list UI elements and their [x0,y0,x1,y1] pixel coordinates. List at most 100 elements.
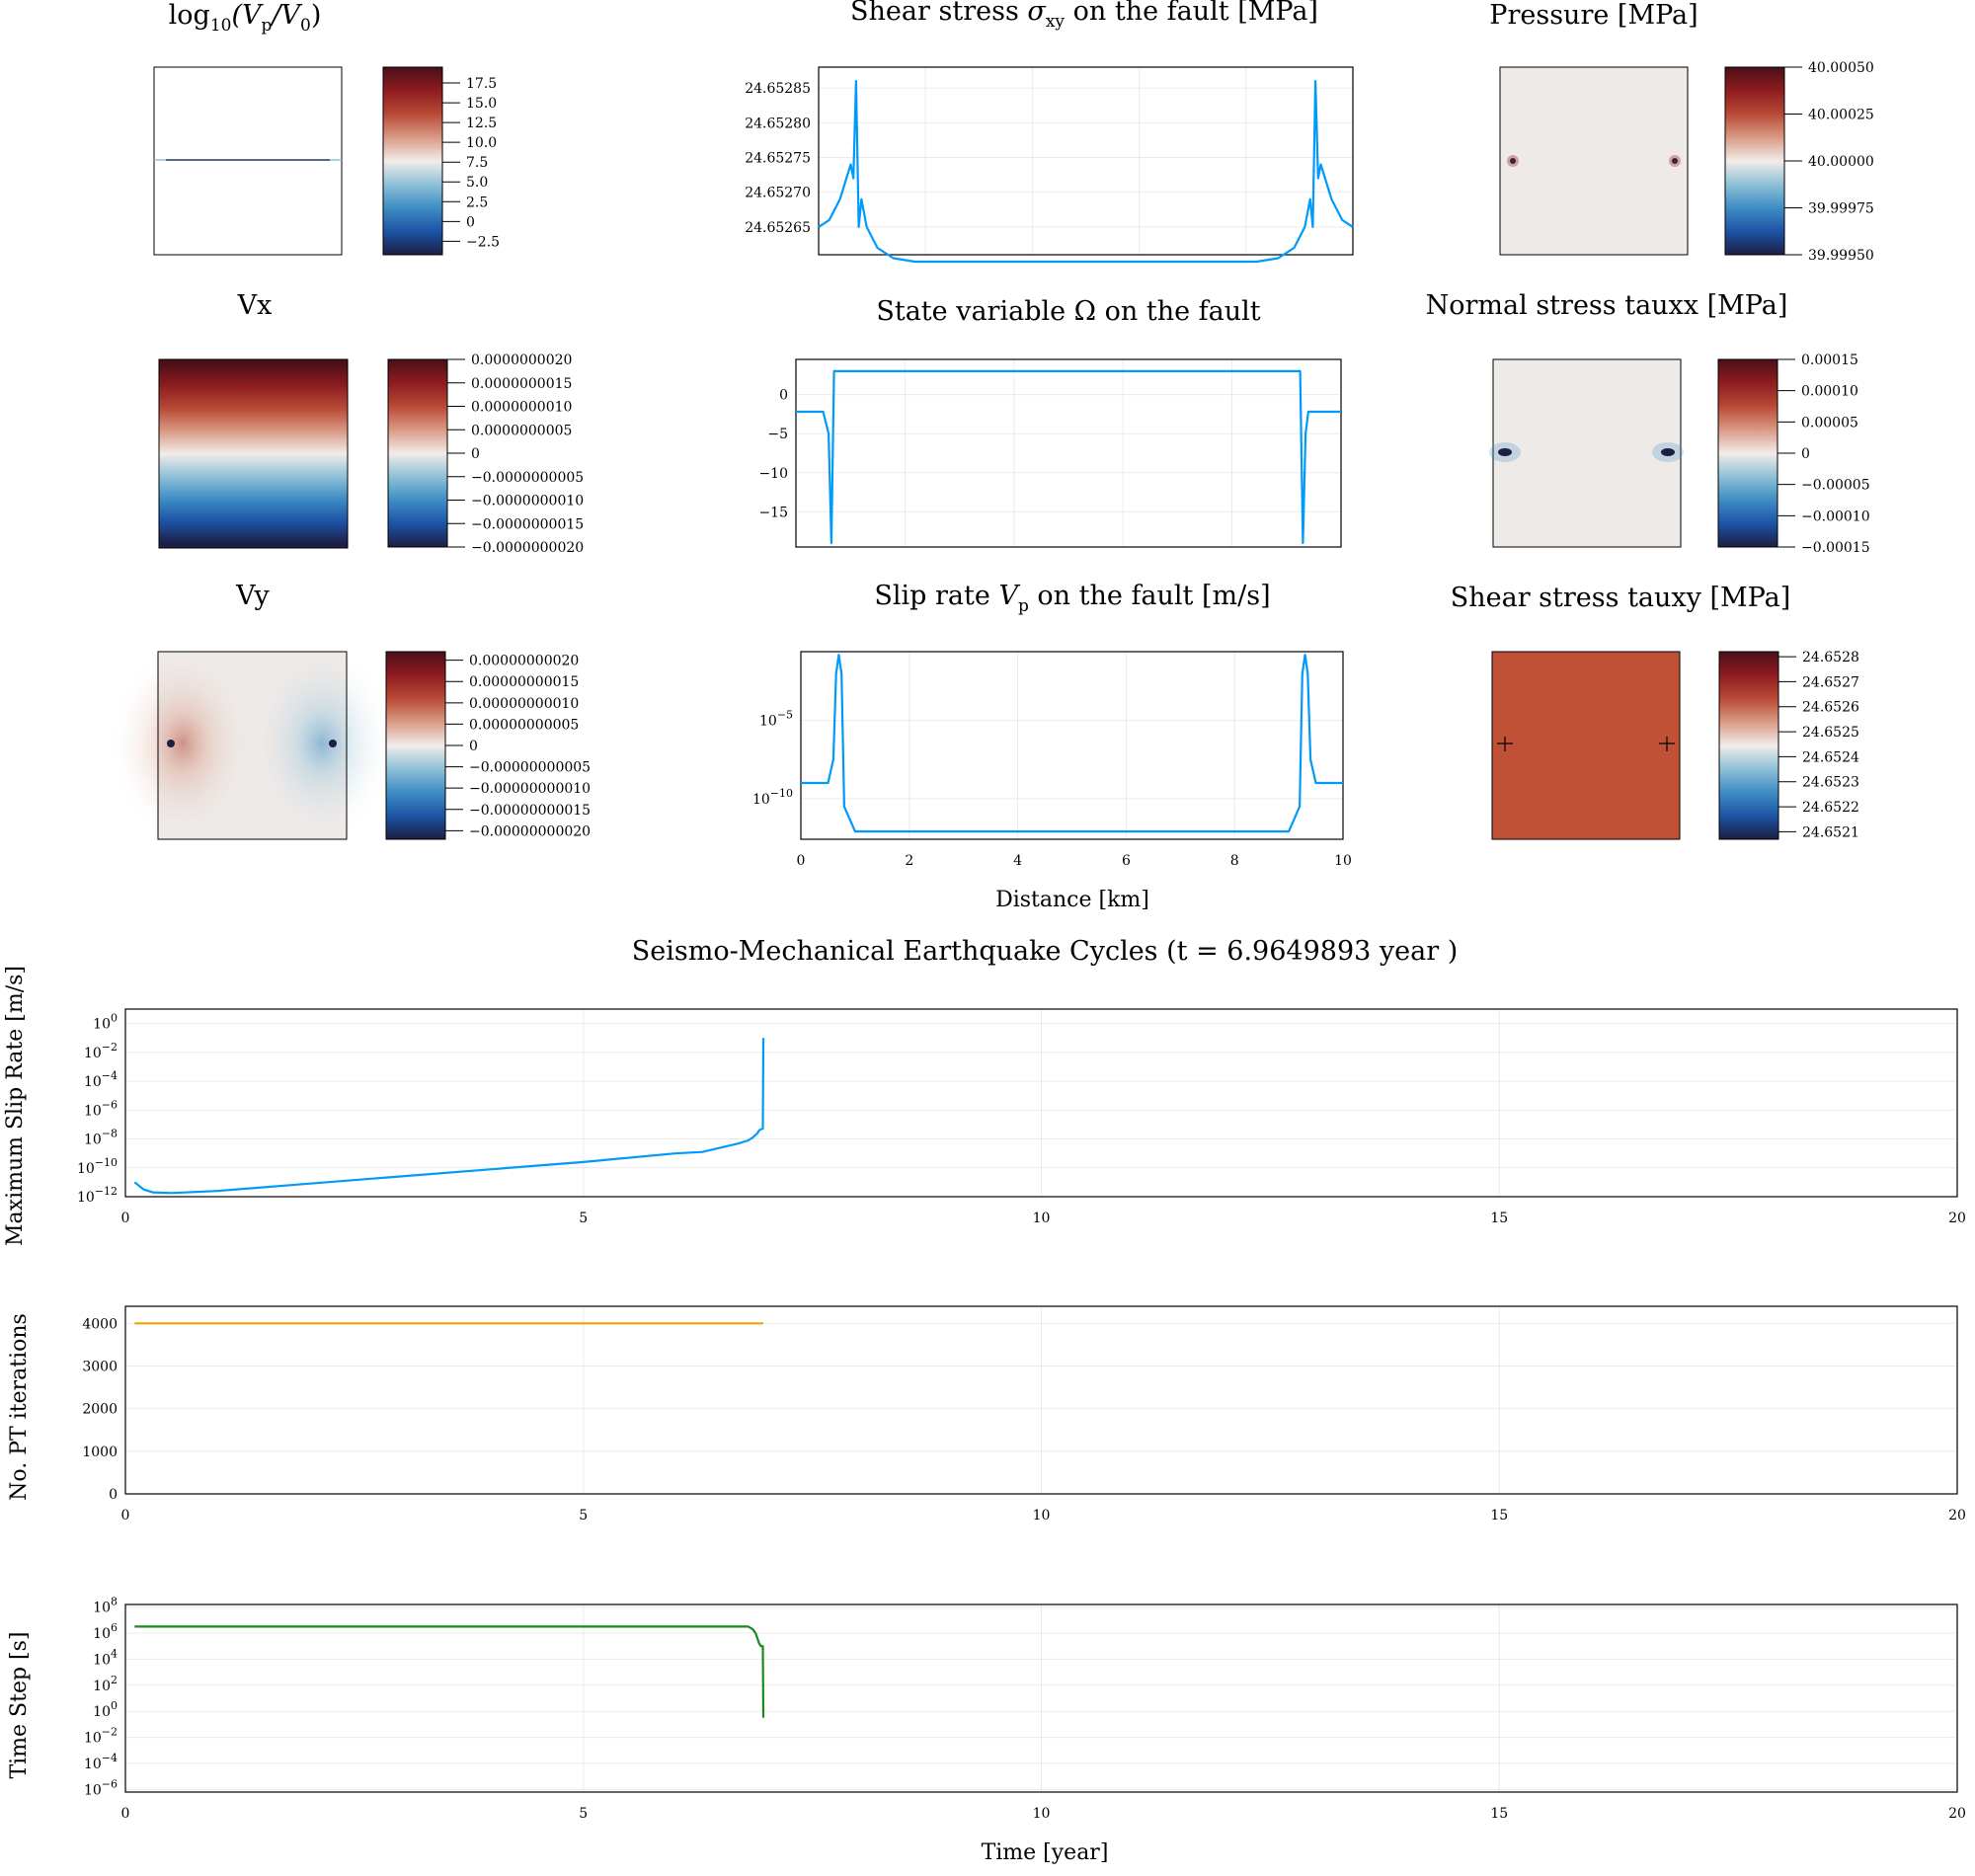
pressure_map-colorbar-tick-label: 40.00000 [1808,154,1874,170]
shear-stress-fault-chart: 24.65285 24.65280 24.65275 24.65270 24.65265 [745,66,1354,264]
vy_map-colorbar-tick-label: 0.00000000010 [469,696,579,712]
x-tick-label: 20 [1948,1806,1966,1822]
y-tick-label: 10−2 [84,1041,118,1061]
x-tick-label: 10 [1033,1806,1051,1822]
x-tick-label: 20 [1948,1508,1966,1524]
x-tick-label: 15 [1490,1508,1508,1524]
x-tick-label: 10 [1033,1211,1051,1226]
plot-frame [124,1305,1958,1495]
tauxx_map-colorbar-tick-label: 0 [1801,446,1810,462]
y-tick-label: 100 [93,1012,118,1033]
plot-frame [818,66,1354,256]
time-step-axis-label: Time Step [s] [7,1631,32,1778]
y-tick-label: 10−6 [84,1777,118,1798]
time-axis-label: Time [year] [982,1840,1109,1865]
vx-map-title: Vx [237,290,273,321]
tauxy_map-colorbar-tick-label: 24.6528 [1802,650,1859,665]
y-tick-label: 106 [93,1621,118,1642]
tauxy_map-colorbar-tick-label: 24.6521 [1802,824,1859,840]
vx_map-colorbar-tick-label: −0.0000000015 [471,516,584,532]
tauxx_map-colorbar-tick-label: −0.00005 [1801,478,1870,494]
y-tick-label: 24.65275 [745,150,811,166]
y-tick-label: 100 [93,1699,118,1720]
y-tick-label: 24.65280 [745,116,811,131]
x-tick-label: 0 [797,853,806,869]
y-tick-label: 24.65270 [745,186,811,201]
time-step-chart: 108 106 104 102 100 10−2 10−4 10−60 5 10 15 20 [84,1596,1966,1822]
series-line [133,1038,765,1195]
pressure_map-colorbar-tick-label: 39.99975 [1808,201,1874,217]
pressure_map-colorbar-fill [1725,67,1784,255]
vp_map-colorbar-tick-label: 12.5 [466,116,497,131]
vy_map-colorbar-tick-label: −0.00000000015 [469,803,591,819]
y-tick-label: 3000 [82,1359,118,1374]
x-tick-label: 0 [121,1806,130,1822]
y-tick-label: 0 [779,388,788,404]
tauxx-map-title: Normal stress tauxx [MPa] [1426,290,1788,321]
vp_map-colorbar-frame [382,66,443,256]
tauxx_map-colorbar-fill [1718,359,1778,547]
slip-rate-fault-title: Slip rate Vp on the fault [m/s] [874,581,1270,616]
vy_map-colorbar-tick-label: 0 [469,739,478,754]
vy-map-heatmap [114,650,391,840]
vp_map-colorbar-tick-label: 5.0 [466,175,488,191]
vp_map-colorbar-fill [383,67,442,255]
y-tick-label: 10−6 [84,1098,118,1119]
vp-map-title: log10(Vp/V0) [169,0,322,36]
pressure_map-colorbar-tick-label: 39.99950 [1808,248,1874,264]
shear-stress-fault-title: Shear stress σxy on the fault [MPa] [850,0,1318,32]
y-tick-label: 10−10 [752,787,793,808]
tauxx_map-colorbar-tick-label: −0.00010 [1801,508,1870,524]
y-tick-label: 2000 [82,1402,118,1418]
plot-frame [800,651,1344,840]
y-tick-label: 1000 [82,1445,118,1460]
pressure_map-colorbar-tick-label: 40.00050 [1808,60,1874,76]
tauxy_map-colorbar-tick-label: 24.6523 [1802,775,1859,791]
x-tick-label: 5 [579,1508,588,1524]
x-tick-label: 5 [579,1211,588,1226]
y-tick-label: −15 [758,505,788,520]
pt-iterations-axis-label: No. PT iterations [7,1313,32,1501]
vy-colorbar: 0.00000000020 0.00000000015 0.00000000010 0… [385,651,591,840]
tauxy_map-colorbar-tick-label: 24.6522 [1802,800,1859,816]
vp_map-colorbar-tick-label: 2.5 [466,195,488,210]
vp_map-colorbar-tick-label: 10.0 [466,135,497,151]
vx_map-colorbar-tick-label: −0.0000000005 [471,470,584,486]
y-tick-label: 24.65265 [745,220,811,236]
x-tick-label: 0 [121,1211,130,1226]
max-slip-rate-axis-label: Maximum Slip Rate [m/s] [3,966,28,1246]
series-line [134,1625,765,1718]
vx-colorbar: 0.0000000020 0.0000000015 0.0000000010 0.00… [387,352,584,556]
y-tick-label: −5 [767,427,788,442]
y-tick-label: 10−2 [84,1726,118,1747]
vy_map-colorbar-tick-label: −0.00000000005 [469,760,591,776]
y-tick-label: 10−4 [84,1069,118,1090]
vx_map-colorbar-tick-label: 0.0000000005 [471,423,572,438]
plot-frame [124,1603,1958,1793]
plot-frame [124,1008,1958,1198]
vy_map-colorbar-tick-label: 0.00000000020 [469,654,579,669]
y-tick-label: 10−5 [759,709,793,730]
series-line [801,654,1343,833]
vp-map-heatmap [153,66,343,256]
vp_map-colorbar-tick-label: 7.5 [466,155,488,171]
x-tick-label: 15 [1490,1211,1508,1226]
vy_map-colorbar-tick-label: 0.00000000015 [469,674,579,690]
tauxy_map-colorbar-tick-label: 24.6526 [1802,700,1859,716]
tauxy-colorbar: 24.6528 24.6527 24.6526 24.6525 24.6524 24.65… [1718,650,1859,840]
x-tick-label: 10 [1033,1508,1051,1524]
pressure-map-title: Pressure [MPa] [1489,0,1698,31]
vx_map-colorbar-tick-label: 0.0000000010 [471,400,572,416]
pressure_map-colorbar-tick-label: 40.00025 [1808,108,1874,123]
x-tick-label: 15 [1490,1806,1508,1822]
distance-axis-label: Distance [km] [995,888,1149,912]
main-title: Seismo-Mechanical Earthquake Cycles (t =… [632,936,1459,967]
y-tick-label: 10−12 [77,1185,118,1206]
y-tick-label: 24.65285 [745,81,811,97]
vp_map-colorbar-tick-label: 15.0 [466,96,497,112]
y-tick-label: 0 [109,1487,118,1503]
tauxx_map-colorbar-tick-label: 0.00005 [1801,415,1858,430]
vx_map-colorbar-tick-label: −0.0000000010 [471,494,584,509]
tauxx_map-colorbar-tick-label: −0.00015 [1801,540,1870,556]
